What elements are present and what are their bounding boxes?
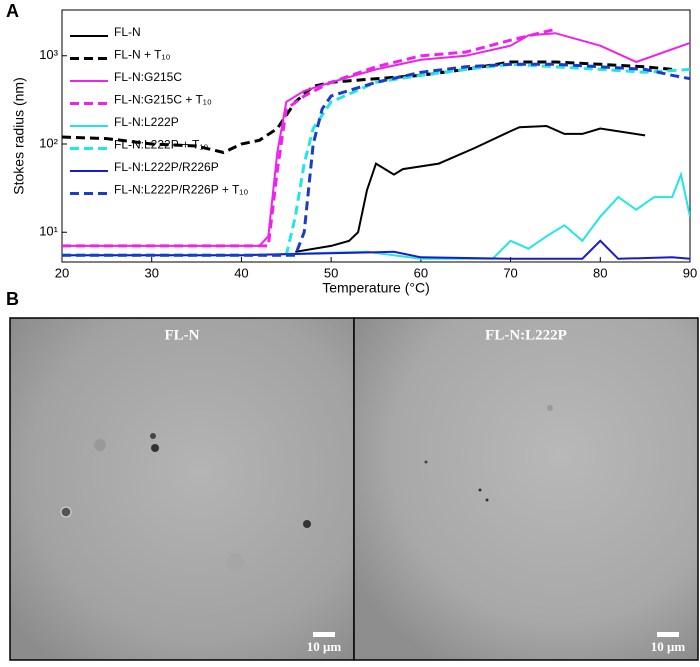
plot: 20 30 40 50 60 70 80 90 10¹ 10² 10³ Temperature (°C…: [11, 9, 697, 296]
particle: [303, 520, 311, 528]
particle: [60, 506, 72, 518]
series-line: [62, 32, 690, 247]
y-axis-label: Stokes radius (nm): [11, 77, 27, 194]
particle: [94, 439, 106, 451]
x-tick-label: 20: [55, 265, 69, 280]
x-tick-label: 30: [144, 265, 158, 280]
series-line: [62, 239, 690, 260]
particle: [478, 488, 482, 492]
legend-label: FL-N:L222P + T₁₀: [114, 138, 208, 152]
particle: [150, 433, 156, 439]
scale-bar-label: 10 μm: [307, 639, 342, 654]
legend-label: FL-N: [114, 25, 141, 39]
x-tick-label: 50: [324, 265, 338, 280]
x-tick-label: 90: [683, 265, 697, 280]
series-line: [62, 27, 556, 248]
y-tick-label: 10¹: [39, 224, 58, 239]
micrograph: FL-N 10 μm: [9, 317, 355, 661]
series-line: [62, 60, 673, 155]
y-tick-label: 10²: [39, 135, 58, 150]
x-tick-label: 80: [593, 265, 607, 280]
scale-bar: [657, 632, 679, 637]
y-tick-label: 10³: [39, 47, 58, 62]
x-axis-label: Temperature (°C): [322, 280, 430, 296]
particle: [424, 460, 428, 464]
particle: [547, 405, 553, 411]
panel-label: B: [6, 289, 19, 309]
particle: [151, 444, 159, 452]
legend-label: FL-N:L222P: [114, 115, 179, 129]
x-tick-label: 40: [234, 265, 248, 280]
x-tick-label: 70: [503, 265, 517, 280]
legend-label: FL-N:G215C + T₁₀: [114, 93, 212, 107]
x-tick-label: 60: [414, 265, 428, 280]
legend-label: FL-N:L222P/R226P + T₁₀: [114, 183, 248, 197]
scale-bar-label: 10 μm: [651, 639, 686, 654]
axes-frame: [61, 9, 691, 263]
image-frame: [9, 317, 355, 661]
series-line: [62, 171, 690, 260]
image-label: FL-N: [165, 327, 200, 343]
panel-label: A: [6, 1, 19, 21]
legend-label: FL-N:L222P/R226P: [114, 160, 219, 174]
series-line: [62, 62, 690, 257]
image-label: FL-N:L222P: [485, 327, 567, 343]
micrograph: FL-N:L222P 10 μm: [353, 317, 699, 661]
series-line: [62, 62, 690, 257]
legend-label: FL-N:G215C: [114, 70, 182, 84]
legend-label: FL-N + T₁₀: [114, 48, 171, 62]
image-frame: [353, 317, 699, 661]
particle: [226, 553, 244, 571]
scale-bar: [313, 632, 335, 637]
series-line: [295, 124, 646, 253]
particle: [485, 498, 489, 502]
